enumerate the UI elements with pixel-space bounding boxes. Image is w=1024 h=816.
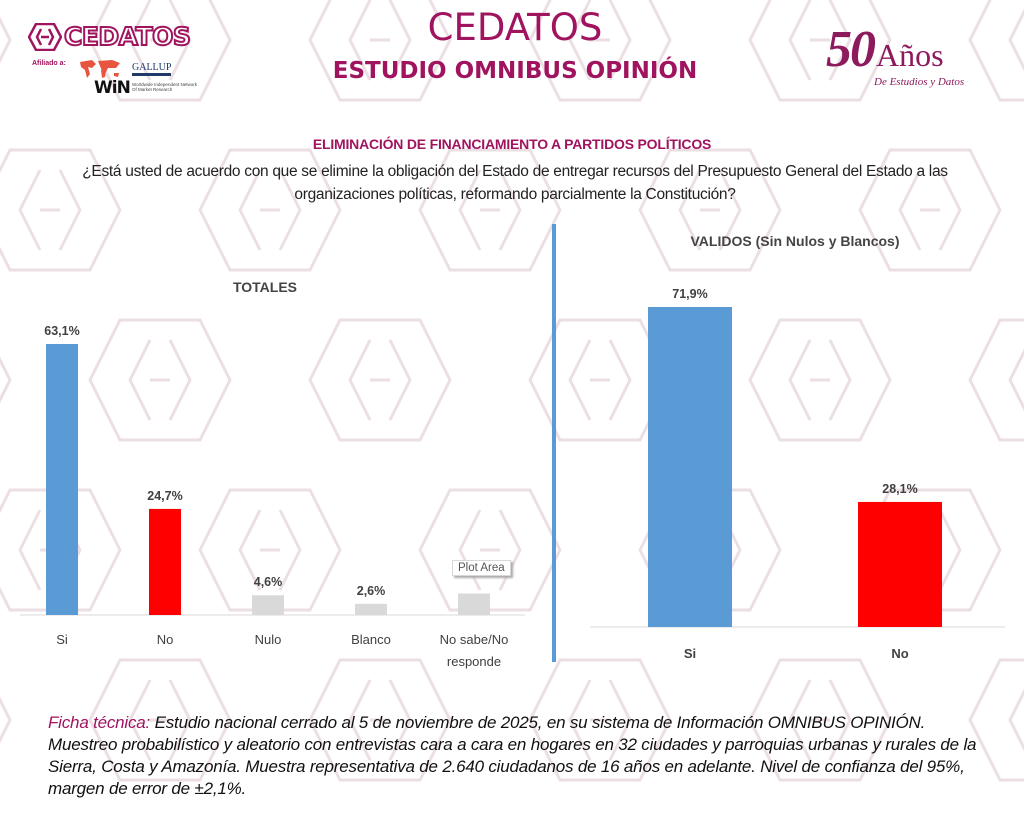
watermark-hex-icon <box>308 318 452 442</box>
watermark-hex-icon <box>0 148 122 272</box>
watermark-hex-icon <box>308 0 452 102</box>
category-label: responde <box>447 654 501 669</box>
bar-no <box>858 501 942 627</box>
technical-sheet: Ficha técnica: Estudio nacional cerrado … <box>48 712 998 800</box>
bar-blanco <box>355 603 387 615</box>
watermark-hex-icon <box>638 148 782 272</box>
watermark-hex-icon <box>858 148 1002 272</box>
watermark-hex-icon <box>528 658 672 782</box>
category-label: No sabe/No <box>440 632 509 647</box>
watermark-hex-icon <box>0 696 12 744</box>
watermark-hex-icon <box>88 658 232 782</box>
watermark-hex-icon <box>748 0 892 102</box>
watermark-hex-icon <box>0 356 12 404</box>
win-logo: WiN <box>94 78 131 98</box>
watermark-hex-icon <box>308 658 452 782</box>
watermark-hex-icon <box>968 658 1024 782</box>
category-label: Si <box>56 632 68 647</box>
logo-text: CEDATOS <box>63 21 192 52</box>
data-label: 24,7% <box>147 489 182 503</box>
watermark-hex-icon <box>968 318 1024 442</box>
data-label: 4,6% <box>254 575 283 589</box>
question-title: ELIMINACIÓN DE FINANCIAMIENTO A PARTIDOS… <box>312 136 712 152</box>
win-subtext: Worldwide Independent Network Of Market … <box>132 82 197 92</box>
question-line-2: organizaciones políticas, reformando par… <box>294 186 736 203</box>
data-label: 2,6% <box>357 584 386 598</box>
anniversary-word: Años <box>876 37 944 73</box>
bar-no <box>149 508 181 615</box>
anniversary-number: 50 <box>826 21 876 78</box>
page-title: CEDATOS <box>427 6 603 49</box>
watermark-hex-icon <box>198 488 342 612</box>
chart-divider <box>552 224 556 662</box>
watermark-hex-icon <box>528 318 672 442</box>
watermark-hex-icon <box>88 318 232 442</box>
chart-validos: VALIDOS (Sin Nulos y Blancos) 71,9% Si 28,1… <box>590 233 1005 661</box>
watermark-hex-icon <box>748 318 892 442</box>
technical-sheet-label: Ficha técnica: <box>48 713 151 732</box>
watermark-hex-icon <box>528 0 672 102</box>
plot-area-tooltip: Plot Area <box>452 560 511 576</box>
page-subtitle: ESTUDIO OMNIBUS OPINIÓN <box>332 58 698 84</box>
bar-si <box>648 307 732 627</box>
technical-sheet-text: Estudio nacional cerrado al 5 de noviemb… <box>48 713 977 798</box>
chart-title: TOTALES <box>233 279 297 295</box>
category-label: Si <box>684 646 696 661</box>
watermark-hex-icon <box>968 0 1024 102</box>
watermark-hex-icon <box>418 148 562 272</box>
data-label: 71,9% <box>672 287 707 301</box>
bar-si <box>46 344 78 615</box>
category-label: Nulo <box>255 632 282 647</box>
cedatos-hex-icon <box>28 23 62 51</box>
category-label: Blanco <box>351 632 391 647</box>
category-label: No <box>891 646 908 661</box>
category-label: No <box>157 632 174 647</box>
anniversary-logo: 50Años De Estudios y Datos <box>826 21 1006 89</box>
watermark-hex-icon <box>748 658 892 782</box>
cedatos-logo: CEDATOS Afiliado a: GALLUP WiN Worldwide… <box>28 21 208 102</box>
data-label: 28,1% <box>882 482 917 496</box>
chart-totales: TOTALES 63,1% Si 24,7% No 4,6% Nulo 2,6% Blanco N… <box>20 279 525 669</box>
chart-title: VALIDOS (Sin Nulos y Blancos) <box>691 233 900 249</box>
bar-no-sabe-no-responde <box>458 593 490 615</box>
data-label: 63,1% <box>44 324 79 338</box>
bar-nulo <box>252 595 284 615</box>
affiliated-label: Afiliado a: <box>32 60 66 67</box>
anniversary-subtitle: De Estudios y Datos <box>874 76 965 88</box>
watermark-hex-icon <box>88 0 232 102</box>
watermark-hex-icon <box>0 16 12 64</box>
question-text: ¿Está usted de acuerdo con que se elimin… <box>40 160 990 206</box>
watermark-hex-icon <box>418 488 562 612</box>
watermark-hex-icon <box>198 148 342 272</box>
question-line-1: ¿Está usted de acuerdo con que se elimin… <box>82 163 948 180</box>
gallup-logo: GALLUP <box>132 62 172 76</box>
world-map-icon <box>80 60 120 78</box>
